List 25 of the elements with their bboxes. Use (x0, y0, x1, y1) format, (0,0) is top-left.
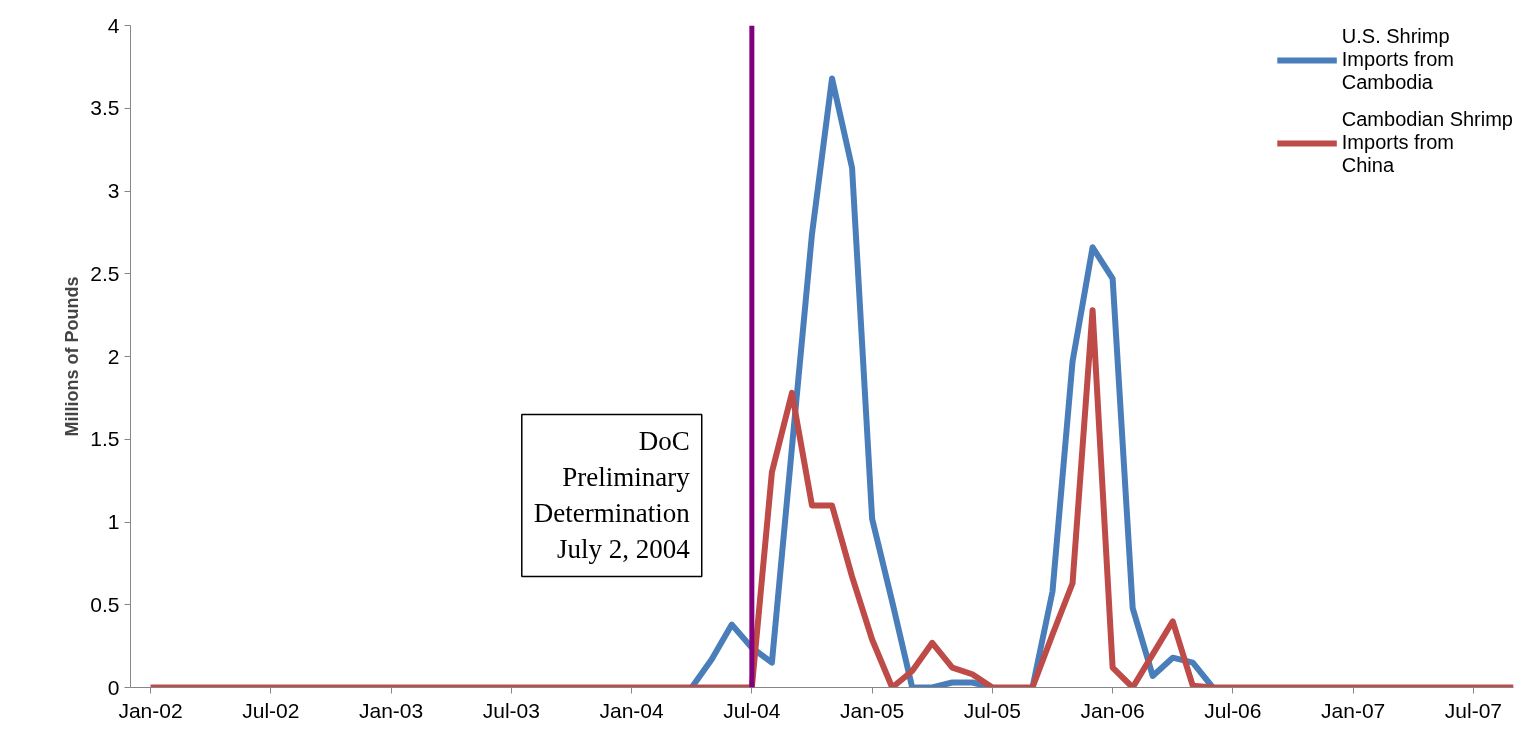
x-tick-label: Jul-05 (963, 698, 1021, 722)
x-tick-label: Jan-02 (118, 698, 183, 722)
x-tick-label: Jan-05 (840, 698, 905, 722)
y-tick-label: 1.5 (90, 427, 120, 451)
ref-line-label: DoC Preliminary Determination July 2, 2004 (533, 426, 691, 565)
y-tick-label: 3 (107, 179, 120, 202)
x-tick-label: Jan-03 (358, 698, 424, 722)
x-tick-label: Jul-03 (482, 698, 540, 722)
y-tick-label: 2 (107, 344, 120, 368)
y-axis-title: Millions of Pounds (62, 276, 83, 437)
x-tick-label: Jul-04 (723, 698, 781, 722)
y-tick-label: 0 (107, 675, 120, 699)
y-tick-label: 1 (107, 510, 120, 533)
x-tick-label: Jan-06 (1080, 698, 1145, 722)
y-tick-label: 3.5 (90, 96, 120, 120)
legend-label: U.S. Shrimp Imports from Cambodia (1341, 25, 1455, 94)
x-tick-label: Jul-07 (1444, 698, 1503, 722)
x-tick-label: Jan-04 (599, 698, 665, 722)
y-tick-label: 2.5 (90, 261, 120, 285)
x-tick-label: Jul-02 (242, 698, 300, 722)
legend-label: Cambodian Shrimp Imports from China (1341, 108, 1513, 177)
x-tick-label: Jan-07 (1321, 698, 1386, 722)
y-tick-label: 0.5 (90, 592, 120, 616)
y-tick-label: 4 (107, 13, 120, 37)
x-tick-label: Jul-06 (1204, 698, 1262, 722)
